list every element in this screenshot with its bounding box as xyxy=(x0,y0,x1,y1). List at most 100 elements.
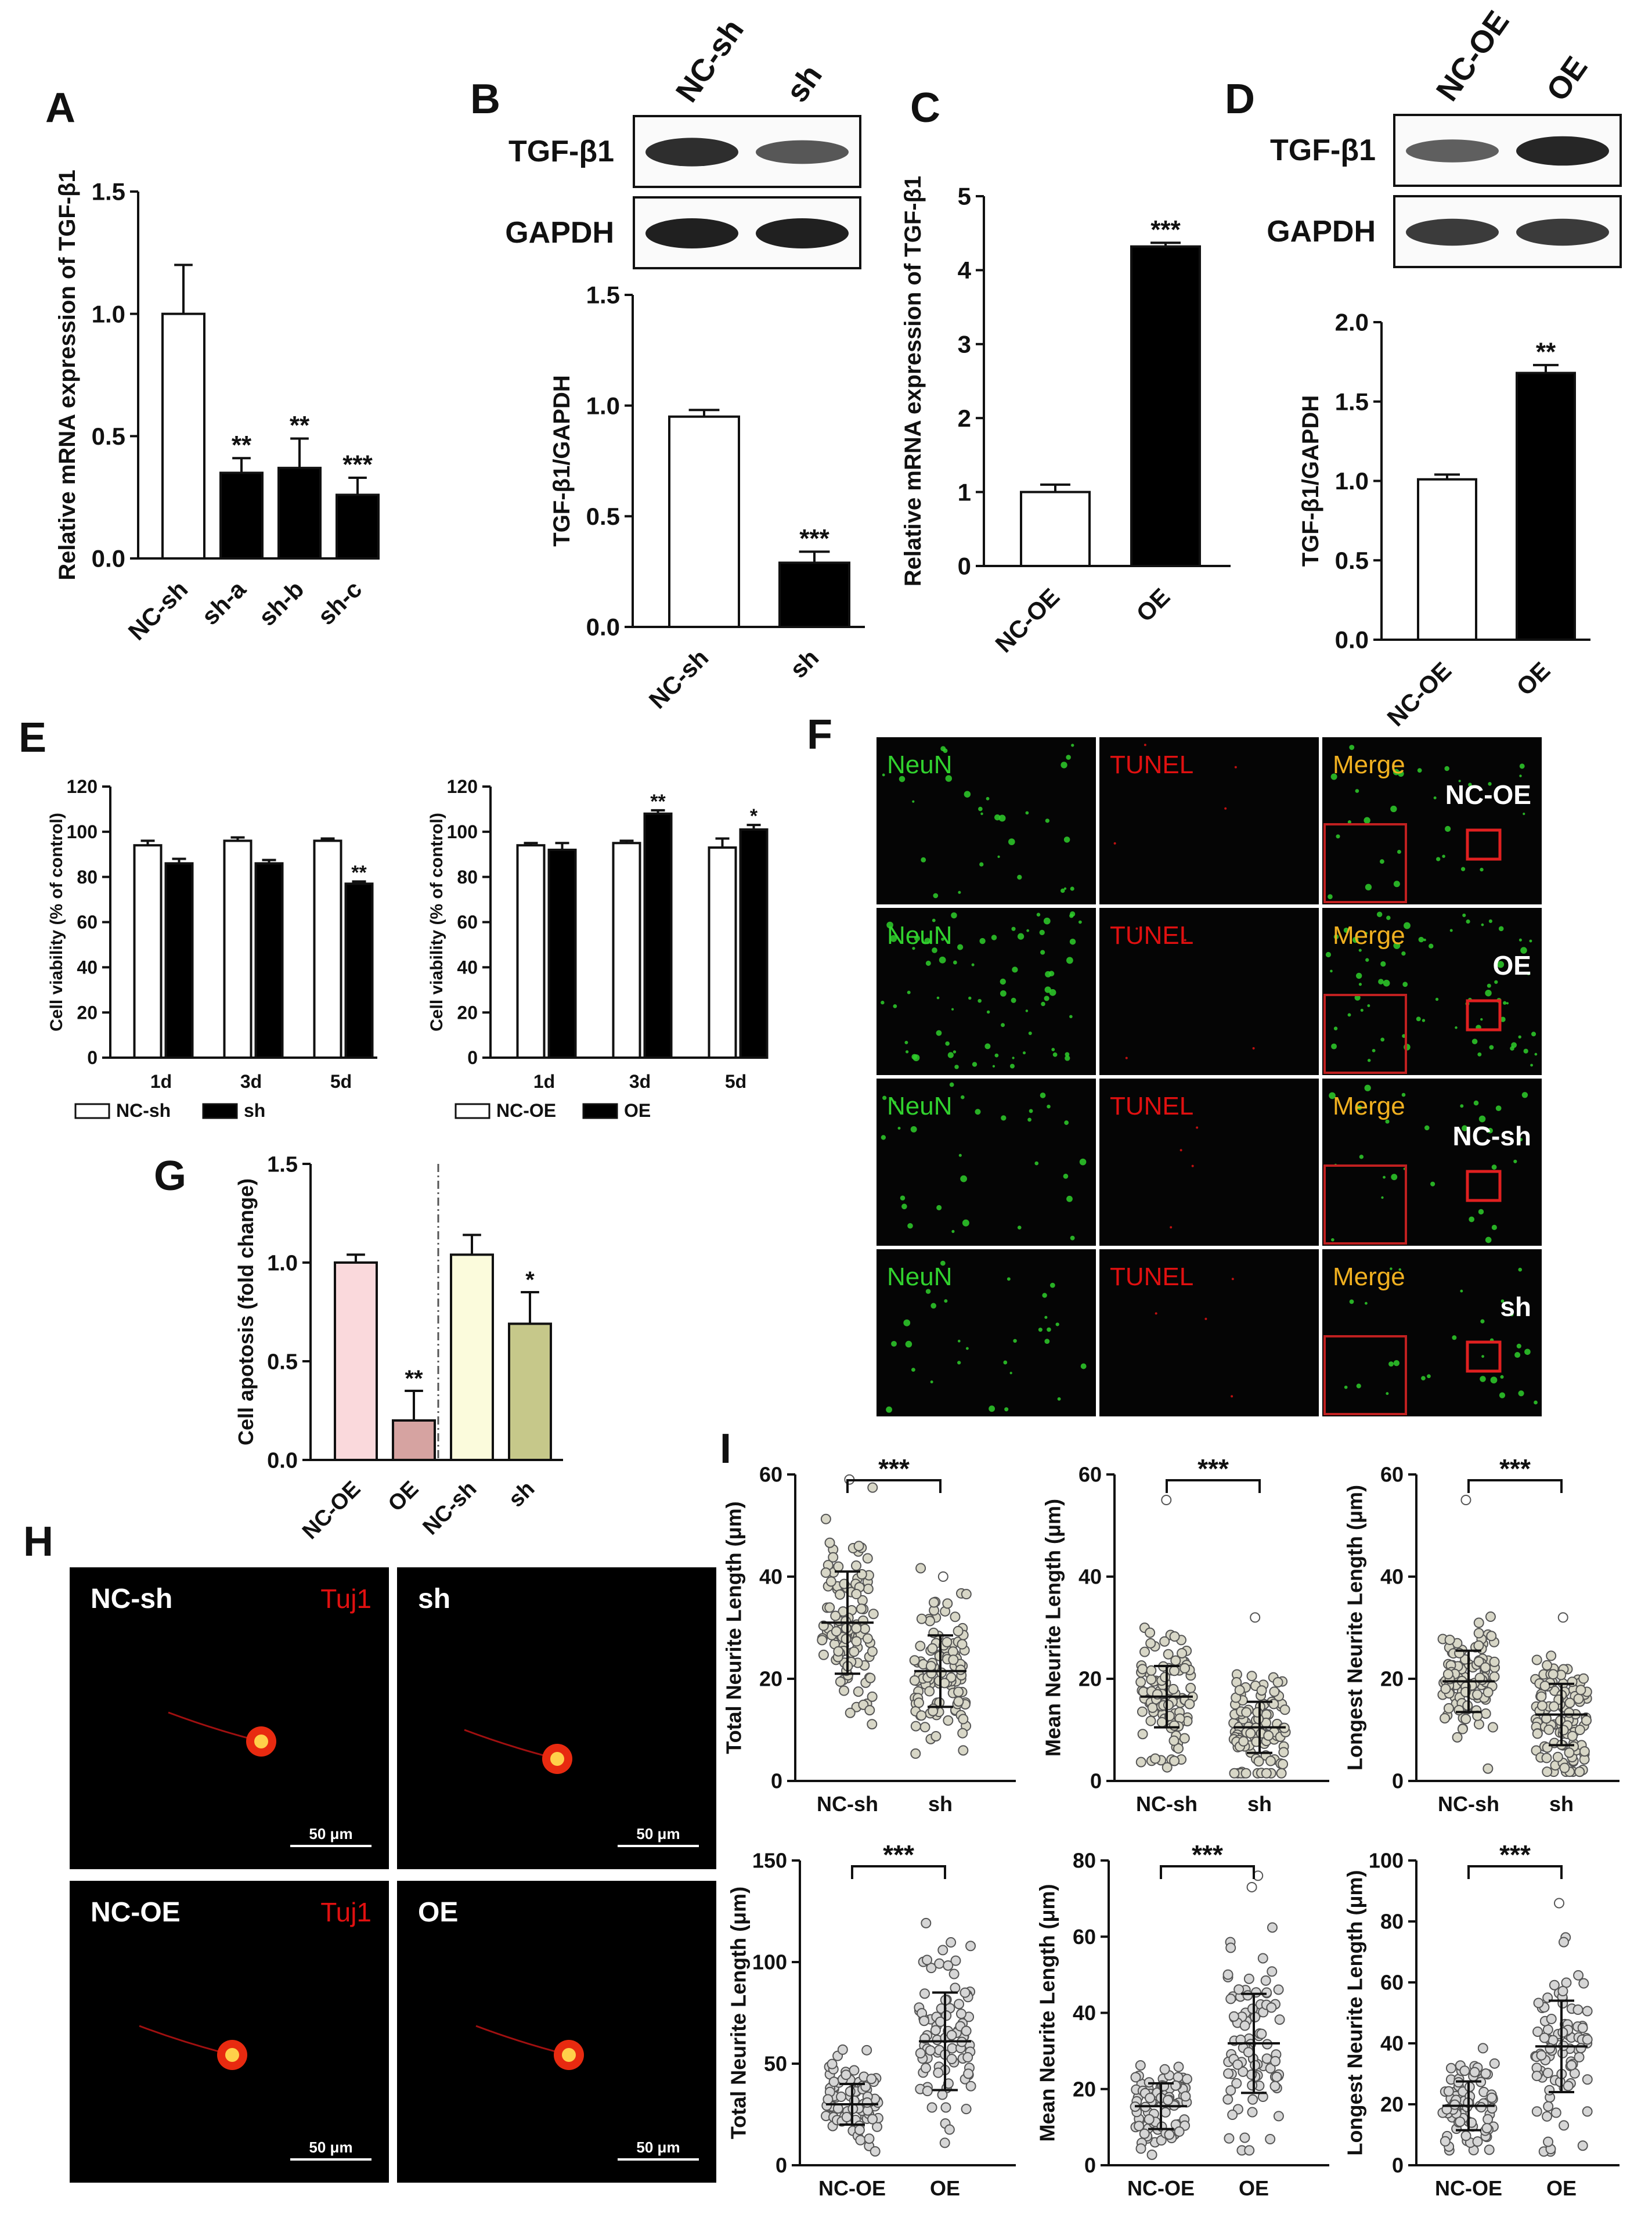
data-point xyxy=(1473,1628,1484,1639)
data-point xyxy=(828,1552,839,1563)
data-point xyxy=(1553,1898,1564,1909)
cell-dot xyxy=(1367,1058,1371,1062)
bar xyxy=(277,467,322,560)
cell-dot xyxy=(1444,766,1449,771)
significance-label: ** xyxy=(232,431,252,459)
y-tick-label: 100 xyxy=(1369,1849,1404,1873)
cell-dot xyxy=(1170,1226,1173,1229)
bar xyxy=(1020,491,1091,567)
cell-dot xyxy=(1069,938,1076,945)
data-point xyxy=(1169,1631,1180,1642)
data-point xyxy=(933,2067,944,2078)
cell-dot xyxy=(957,944,964,950)
data-point xyxy=(1273,2111,1284,2122)
legend-label: NC-sh xyxy=(116,1100,171,1121)
cell-dot xyxy=(1510,1046,1514,1051)
cell-dot xyxy=(891,1340,897,1347)
data-point xyxy=(1578,1673,1589,1684)
y-tick-label: 1.5 xyxy=(267,1152,298,1177)
data-point xyxy=(1227,2110,1238,2121)
panel-label-d: D xyxy=(1225,76,1255,122)
x-tick-label: sh xyxy=(1247,1792,1272,1816)
cell-dot xyxy=(1234,766,1237,769)
cell-dot xyxy=(1180,1149,1182,1152)
data-point xyxy=(1532,1728,1543,1739)
y-tick-label: 120 xyxy=(447,776,478,797)
data-point xyxy=(1180,2091,1191,2102)
significance-label: *** xyxy=(1150,215,1181,244)
data-point xyxy=(1480,2068,1491,2079)
bar xyxy=(336,493,380,560)
data-point xyxy=(828,2076,839,2087)
marker-label: Tuj1 xyxy=(320,1584,371,1614)
data-point xyxy=(1274,2014,1285,2025)
y-tick-label: 120 xyxy=(67,776,98,797)
x-tick-label: sh xyxy=(784,644,824,683)
cell-dot xyxy=(1051,1048,1055,1051)
cell-dot xyxy=(911,1368,915,1372)
data-point xyxy=(1225,2085,1236,2096)
cell-dot xyxy=(1365,958,1369,962)
panel-label-a: A xyxy=(45,85,75,131)
cell-dot xyxy=(1365,932,1368,935)
data-point xyxy=(1269,1686,1280,1697)
cell-dot xyxy=(1423,938,1426,942)
data-point xyxy=(1137,1729,1148,1740)
data-point xyxy=(958,1714,969,1725)
cell-dot xyxy=(1052,1052,1058,1057)
cell-dot xyxy=(957,1361,961,1365)
data-point xyxy=(1483,1763,1494,1774)
data-point xyxy=(1573,1693,1584,1704)
cell-dot xyxy=(1473,1100,1479,1106)
data-point xyxy=(1543,2101,1554,2112)
cell-dot xyxy=(992,1065,995,1068)
cell-dot xyxy=(1393,769,1399,776)
cell-dot xyxy=(1393,1360,1400,1366)
data-point xyxy=(930,1730,942,1741)
cell-dot xyxy=(1331,1043,1337,1050)
data-point xyxy=(1238,2066,1249,2077)
data-point xyxy=(1557,1985,1568,1996)
bar xyxy=(313,839,342,1059)
panel-label-b: B xyxy=(470,76,500,122)
cell-dot xyxy=(1460,1104,1464,1108)
x-tick-label: NC-sh xyxy=(123,575,193,646)
data-point xyxy=(1135,2060,1146,2071)
cell-dot xyxy=(951,1229,955,1233)
data-point xyxy=(859,1623,870,1634)
cell-dot xyxy=(1393,881,1400,888)
cell-dot xyxy=(936,1205,942,1211)
cell-dot xyxy=(1390,1267,1393,1270)
cell-dot xyxy=(1422,1019,1426,1022)
data-point xyxy=(1539,1681,1550,1692)
y-tick-label: 4 xyxy=(958,257,972,284)
cell-dot xyxy=(1061,888,1065,893)
data-point xyxy=(1145,1715,1156,1726)
data-point xyxy=(1239,2132,1250,2143)
blot-lane-label: sh xyxy=(780,59,829,109)
data-point xyxy=(1173,1743,1184,1754)
chart-c: 0 1 2 3 4 5 Relative mRNA expression of TGF-β1… xyxy=(900,176,1231,658)
data-point xyxy=(926,1963,937,1974)
cell-dot xyxy=(941,937,944,941)
cell-dot xyxy=(1416,1016,1421,1022)
cell-dot xyxy=(971,963,975,967)
cell-dot xyxy=(1061,762,1067,769)
data-point xyxy=(1543,2136,1554,2147)
cell-dot xyxy=(1386,915,1391,920)
data-point xyxy=(818,1649,829,1660)
data-point xyxy=(1256,2028,1267,2039)
cell-dot xyxy=(1070,886,1074,891)
marker-label: Tuj1 xyxy=(320,1897,371,1927)
data-point xyxy=(1184,1699,1195,1710)
bar xyxy=(164,862,194,1059)
cell-dot xyxy=(1039,929,1045,936)
cell-dot xyxy=(1460,1289,1463,1293)
data-point xyxy=(958,1745,969,1756)
cell-dot xyxy=(1480,867,1484,872)
data-point xyxy=(841,1634,852,1645)
y-tick-label: 2.0 xyxy=(1335,309,1369,336)
data-point xyxy=(1564,1697,1575,1708)
cell-dot xyxy=(886,1406,892,1413)
data-point xyxy=(1240,1768,1251,1779)
